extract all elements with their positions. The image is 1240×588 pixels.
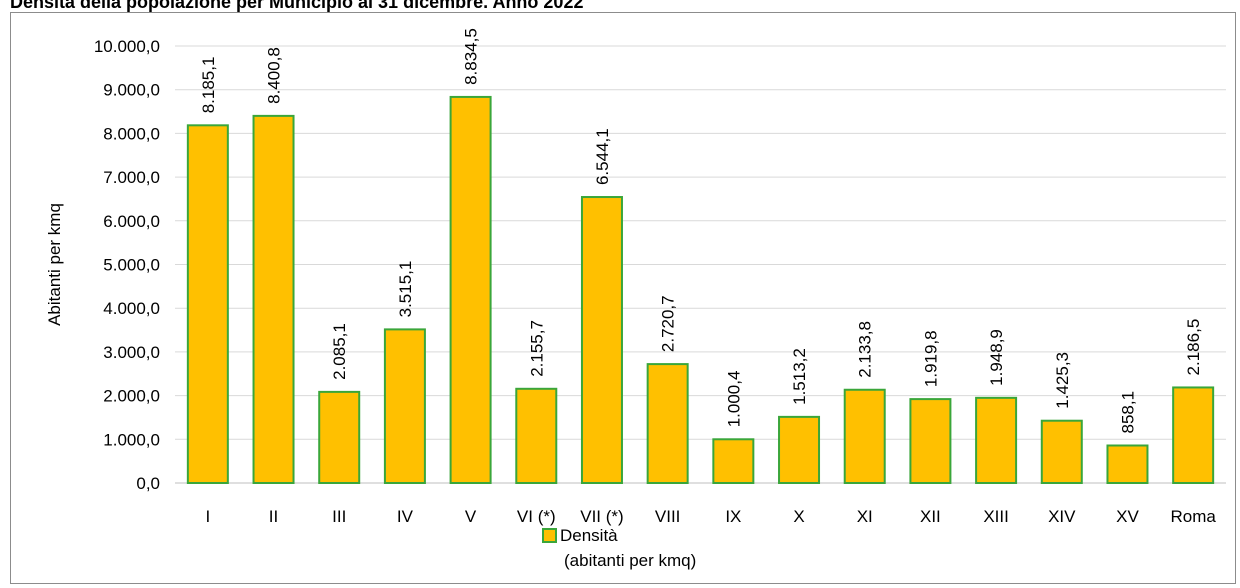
x-tick-label: I	[205, 507, 210, 526]
legend-swatch	[542, 528, 557, 543]
bar	[383, 328, 426, 484]
y-tick-label: 6.000,0	[103, 212, 160, 231]
data-label: 1.513,2	[790, 348, 809, 405]
bar	[1106, 444, 1149, 485]
x-tick-label: II	[269, 507, 278, 526]
x-tick-label: XIII	[983, 507, 1009, 526]
x-tick-label: XI	[857, 507, 873, 526]
bar	[712, 438, 755, 485]
y-tick-label: 3.000,0	[103, 343, 160, 362]
y-tick-label: 1.000,0	[103, 430, 160, 449]
legend-label: (abitanti per kmq)	[564, 551, 696, 570]
bar	[1040, 419, 1083, 484]
bar	[449, 95, 492, 485]
bar	[580, 196, 623, 484]
x-tick-label: V	[465, 507, 477, 526]
data-label: 3.515,1	[396, 261, 415, 318]
data-label: 2.133,8	[856, 321, 875, 378]
legend-label: Densità	[560, 526, 618, 545]
data-label: 2.186,5	[1184, 319, 1203, 376]
y-tick-label: 8.000,0	[103, 124, 160, 143]
data-label: 1.425,3	[1053, 352, 1072, 409]
y-tick-label: 4.000,0	[103, 299, 160, 318]
data-label: 1.919,8	[921, 330, 940, 387]
data-label: 2.155,7	[527, 320, 546, 377]
x-tick-label: III	[332, 507, 346, 526]
data-label: 2.085,1	[330, 323, 349, 380]
bar	[909, 398, 952, 484]
data-label: 2.720,7	[659, 295, 678, 352]
y-tick-label: 10.000,0	[94, 37, 160, 56]
bar	[646, 363, 689, 484]
data-label: 8.834,5	[462, 28, 481, 85]
x-tick-label: XV	[1116, 507, 1139, 526]
y-tick-label: 7.000,0	[103, 168, 160, 187]
data-label: 1.000,4	[724, 371, 743, 428]
data-label: 8.400,8	[265, 47, 284, 104]
bar	[1172, 386, 1215, 484]
y-tick-label: 0,0	[136, 474, 160, 493]
y-tick-label: 5.000,0	[103, 256, 160, 275]
x-tick-label: Roma	[1170, 507, 1216, 526]
x-tick-label: VIII	[655, 507, 681, 526]
chart-frame	[10, 12, 1236, 584]
bar	[843, 388, 886, 484]
data-label: 1.948,9	[987, 329, 1006, 386]
data-label: 858,1	[1118, 391, 1137, 434]
bar	[252, 114, 295, 484]
bar	[318, 390, 361, 485]
x-tick-label: XIV	[1048, 507, 1076, 526]
bar	[186, 124, 229, 484]
data-label: 6.544,1	[593, 128, 612, 185]
data-label: 8.185,1	[199, 57, 218, 114]
y-axis-title: Abitanti per kmq	[45, 203, 64, 326]
x-tick-label: X	[793, 507, 804, 526]
x-tick-label: XII	[920, 507, 941, 526]
y-tick-label: 9.000,0	[103, 81, 160, 100]
x-tick-label: VII (*)	[580, 507, 623, 526]
x-tick-label: IV	[397, 507, 414, 526]
chart-title: Densità della popolazione per Municipio …	[10, 0, 584, 12]
bar	[778, 415, 821, 485]
y-tick-label: 2.000,0	[103, 387, 160, 406]
x-tick-label: VI (*)	[517, 507, 556, 526]
bar	[515, 387, 558, 484]
x-tick-label: IX	[725, 507, 741, 526]
bar	[975, 396, 1018, 484]
